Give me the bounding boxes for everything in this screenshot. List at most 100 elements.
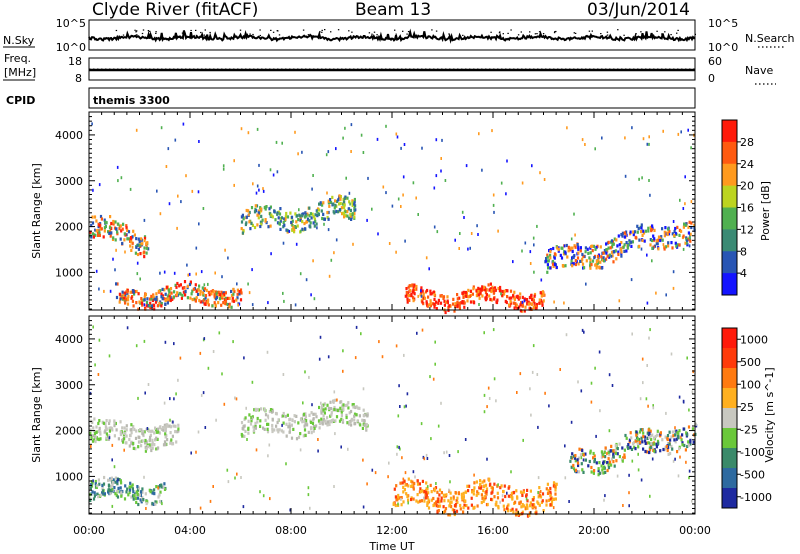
data-cell — [426, 496, 429, 500]
data-cell — [124, 301, 127, 305]
data-cell — [160, 500, 163, 504]
data-cell — [687, 128, 689, 132]
data-cell — [250, 419, 253, 423]
data-cell — [273, 209, 276, 213]
data-cell — [122, 434, 126, 438]
data-cell — [363, 423, 366, 427]
data-cell — [405, 492, 408, 496]
data-cell — [435, 300, 438, 304]
data-cell — [602, 471, 605, 475]
data-cell — [501, 293, 504, 297]
data-cell — [321, 404, 324, 408]
data-cell — [493, 297, 496, 301]
data-cell — [426, 457, 429, 460]
data-cell — [335, 415, 339, 419]
data-cell — [643, 239, 646, 243]
noise-right-tick-high: 10^5 — [708, 17, 738, 30]
data-cell — [515, 303, 518, 307]
data-cell — [114, 268, 116, 272]
data-cell — [200, 270, 203, 274]
data-cell — [343, 196, 346, 200]
data-cell — [493, 495, 496, 499]
data-cell — [463, 305, 466, 309]
data-cell — [318, 405, 321, 410]
data-cell — [478, 486, 481, 490]
data-cell — [283, 223, 286, 227]
data-cell — [577, 463, 580, 468]
data-cell — [130, 431, 133, 435]
data-cell — [438, 493, 441, 497]
data-cell — [186, 284, 189, 288]
data-cell — [687, 425, 691, 429]
data-cell — [604, 470, 607, 474]
data-cell — [329, 414, 332, 418]
data-cell — [139, 252, 142, 256]
data-cell — [92, 426, 95, 430]
noise-search-dot — [553, 32, 556, 34]
data-cell — [488, 294, 491, 298]
data-cell — [164, 302, 167, 306]
data-cell — [547, 498, 551, 502]
data-cell — [271, 417, 274, 421]
data-cell — [151, 491, 154, 495]
data-cell — [501, 494, 504, 498]
data-cell — [108, 429, 111, 433]
data-cell — [299, 418, 303, 422]
data-cell — [320, 417, 323, 421]
data-cell — [116, 230, 119, 234]
data-cell — [210, 292, 213, 296]
data-cell — [157, 446, 160, 450]
data-cell — [503, 508, 506, 512]
data-cell — [328, 419, 331, 423]
data-cell — [404, 483, 407, 487]
data-cell — [329, 198, 332, 202]
data-cell — [611, 384, 614, 387]
data-cell — [121, 241, 124, 246]
data-cell — [536, 224, 538, 228]
data-cell — [171, 434, 174, 438]
data-cell — [583, 266, 586, 270]
data-cell — [267, 454, 269, 458]
data-cell — [350, 423, 353, 427]
data-cell — [249, 227, 252, 231]
data-cell — [518, 501, 521, 506]
noise-search-dot — [677, 29, 679, 31]
data-cell — [671, 246, 674, 250]
data-cell — [256, 223, 259, 227]
data-cell — [171, 442, 175, 446]
noise-search-dot — [373, 31, 376, 33]
data-cell — [136, 261, 139, 265]
data-cell — [592, 456, 595, 460]
data-cell — [423, 496, 425, 500]
data-cell — [135, 429, 138, 433]
data-cell — [440, 401, 442, 405]
data-cell — [338, 208, 341, 212]
data-cell — [492, 203, 495, 207]
data-cell — [433, 297, 436, 302]
data-cell — [528, 511, 531, 515]
data-cell — [322, 212, 325, 216]
data-cell — [651, 246, 654, 250]
data-cell — [555, 482, 558, 486]
data-cell — [433, 502, 436, 506]
noise-search-dot — [394, 29, 396, 31]
data-cell — [678, 233, 681, 237]
data-cell — [120, 176, 123, 180]
data-cell — [648, 179, 650, 182]
data-cell — [345, 413, 348, 417]
noise-search-dot — [204, 29, 206, 31]
data-cell — [129, 187, 132, 191]
data-cell — [597, 467, 600, 471]
colorbar-swatch — [722, 251, 737, 274]
data-cell — [247, 427, 250, 431]
data-cell — [647, 441, 650, 445]
data-cell — [574, 233, 576, 237]
data-cell — [530, 302, 533, 306]
data-cell — [241, 426, 244, 431]
data-cell — [271, 215, 274, 219]
data-cell — [90, 235, 93, 239]
data-cell — [623, 455, 626, 459]
data-cell — [130, 240, 133, 244]
data-cell — [195, 450, 197, 454]
data-cell — [514, 302, 517, 306]
